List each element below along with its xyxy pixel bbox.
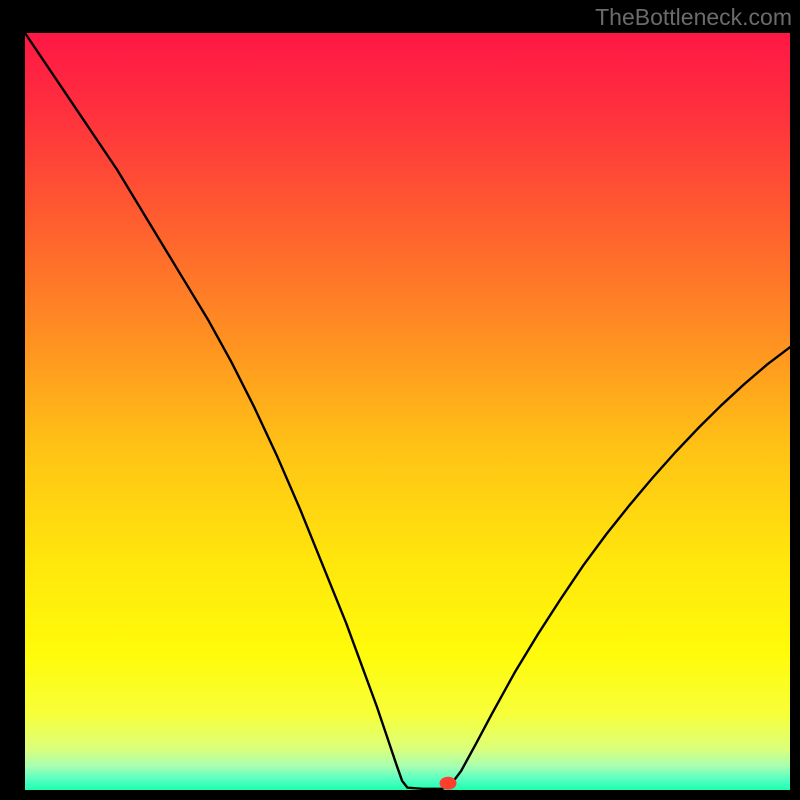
bottleneck-chart: [0, 0, 800, 800]
optimal-marker: [440, 777, 457, 790]
plot-background: [25, 33, 790, 790]
chart-frame: TheBottleneck.com: [0, 0, 800, 800]
